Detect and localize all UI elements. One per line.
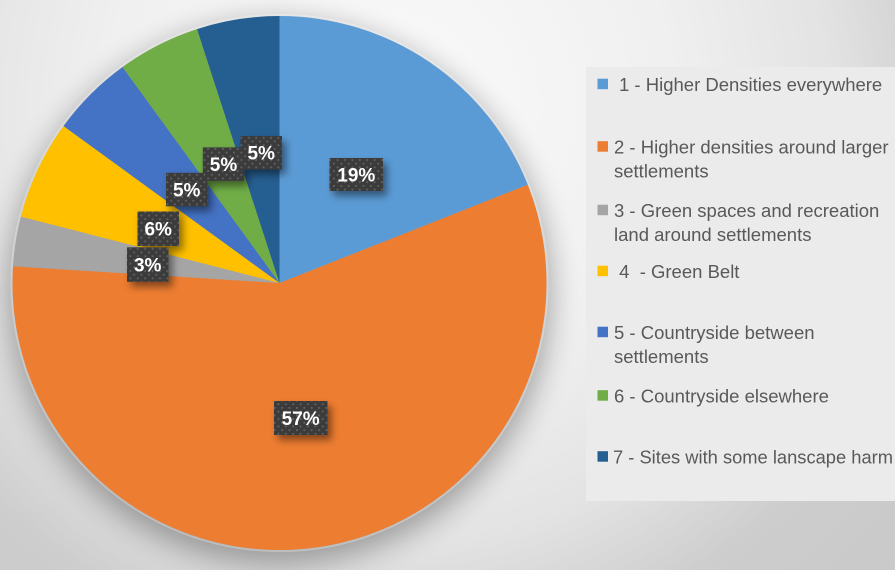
svg-text:settlements: settlements bbox=[614, 161, 709, 182]
svg-text:5%: 5% bbox=[173, 181, 201, 202]
svg-text:5%: 5% bbox=[247, 144, 275, 165]
svg-text:5%: 5% bbox=[210, 155, 238, 176]
svg-text:4 - Green Belt: 4 - Green Belt bbox=[614, 261, 739, 282]
svg-text:7 - Sites with some lanscape h: 7 - Sites with some lanscape harm bbox=[613, 447, 893, 468]
svg-text:land around settlements: land around settlements bbox=[614, 224, 811, 245]
svg-text:5 - Countryside between: 5 - Countryside between bbox=[614, 322, 815, 343]
svg-text:settlements: settlements bbox=[614, 346, 709, 367]
svg-text:19%: 19% bbox=[337, 165, 375, 186]
svg-text:6%: 6% bbox=[144, 220, 172, 241]
svg-text:1 - Higher Densities everywher: 1 - Higher Densities everywhere bbox=[619, 74, 882, 95]
svg-text:57%: 57% bbox=[282, 409, 320, 430]
svg-text:3 - Green spaces and recreatio: 3 - Green spaces and recreation bbox=[614, 200, 879, 221]
svg-text:2 - Higher densities around la: 2 - Higher densities around larger bbox=[614, 137, 889, 158]
svg-text:3%: 3% bbox=[134, 256, 162, 277]
svg-text:6 - Countryside elsewhere: 6 - Countryside elsewhere bbox=[614, 386, 829, 407]
